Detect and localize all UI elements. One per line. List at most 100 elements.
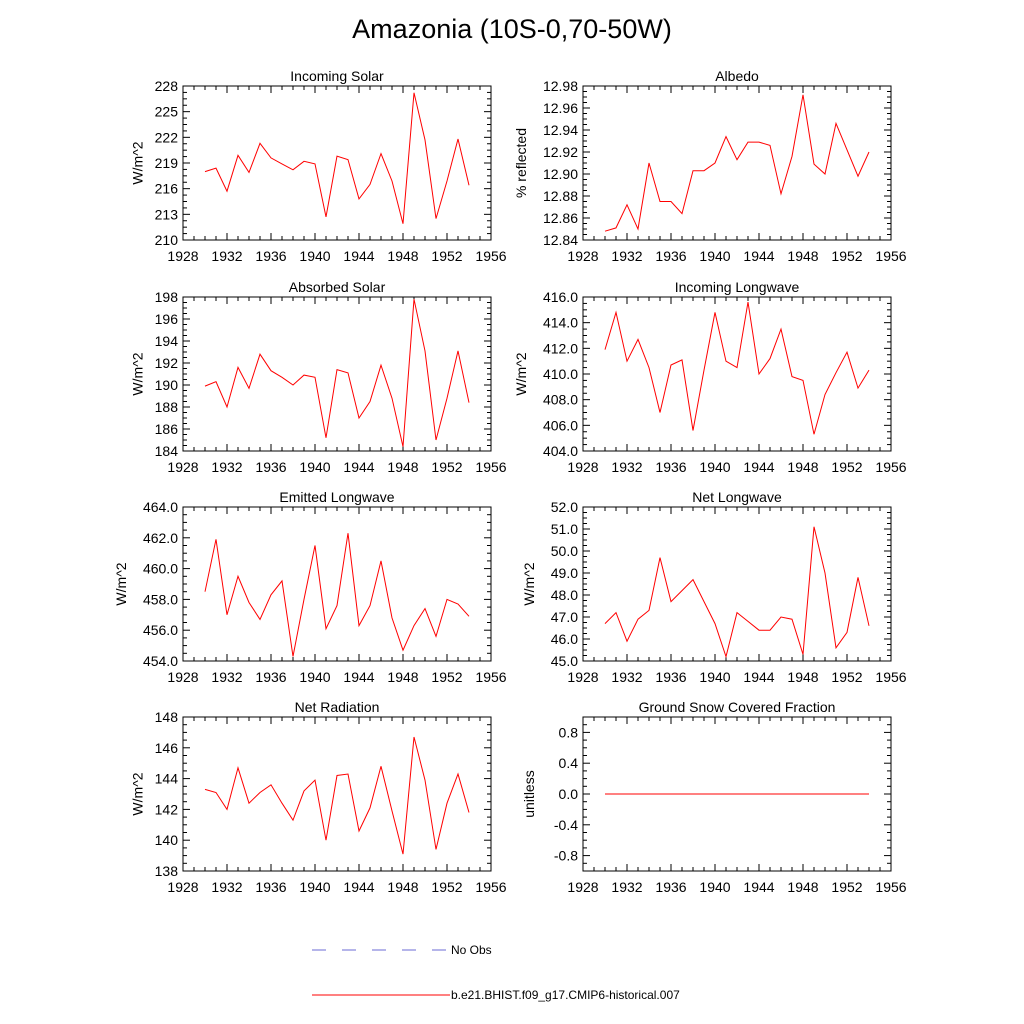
y-tick-label: 148 xyxy=(155,709,179,725)
y-tick-label: 406.0 xyxy=(543,417,578,433)
x-tick-label: 1928 xyxy=(567,879,598,895)
y-tick-label: 47.0 xyxy=(551,609,578,625)
y-tick-label: 186 xyxy=(155,421,179,437)
chart-panel: Incoming Solar 1928 1932 1936 1940 1944 1948 19… xyxy=(129,68,506,264)
x-tick-label: 1936 xyxy=(655,459,686,475)
x-tick-label: 1956 xyxy=(475,248,506,264)
y-tick-label: 460.0 xyxy=(143,561,178,577)
y-tick-label: 140 xyxy=(155,832,179,848)
y-tick-label: 12.84 xyxy=(543,232,578,248)
x-tick-label: 1928 xyxy=(567,459,598,475)
plot-frame xyxy=(182,506,492,662)
x-tick-label: 1928 xyxy=(167,669,198,685)
y-axis-label: W/m^2 xyxy=(113,562,129,605)
y-tick-label: 51.0 xyxy=(551,521,578,537)
series-line xyxy=(204,736,470,855)
chart-panel: Net Longwave 1928 1932 1936 1940 1944 1948 1952… xyxy=(521,489,907,685)
x-tick-label: 1932 xyxy=(611,879,642,895)
series-line xyxy=(604,526,870,659)
y-axis-label: % reflected xyxy=(513,128,529,198)
y-tick-label: 408.0 xyxy=(543,392,578,408)
y-axis-label: W/m^2 xyxy=(513,352,529,395)
x-tick-label: 1952 xyxy=(431,459,462,475)
x-tick-label: 1948 xyxy=(787,248,818,264)
plot-frame xyxy=(182,85,492,241)
x-tick-label: 1940 xyxy=(299,248,330,264)
x-tick-label: 1928 xyxy=(167,459,198,475)
y-tick-label: 12.94 xyxy=(543,122,578,138)
x-tick-label: 1956 xyxy=(475,459,506,475)
legend-obs-label: No Obs xyxy=(451,943,492,957)
x-tick-label: 1932 xyxy=(611,459,642,475)
x-tick-label: 1948 xyxy=(387,459,418,475)
y-tick-label: 464.0 xyxy=(143,499,178,515)
y-axis-label: unitless xyxy=(521,770,537,817)
x-tick-label: 1944 xyxy=(343,459,374,475)
y-tick-label: 216 xyxy=(155,181,179,197)
y-tick-label: 456.0 xyxy=(143,622,178,638)
chart-panel: Albedo 1928 1932 1936 1940 1944 1948 1952 1956 12… xyxy=(513,68,907,264)
y-tick-label: 0.0 xyxy=(559,786,579,802)
y-tick-label: 414.0 xyxy=(543,315,578,331)
y-tick-label: 188 xyxy=(155,399,179,415)
y-tick-label: 228 xyxy=(155,78,179,94)
y-tick-label: 146 xyxy=(155,740,179,756)
y-tick-label: 192 xyxy=(155,355,179,371)
y-tick-label: 222 xyxy=(155,129,179,145)
x-tick-label: 1928 xyxy=(567,248,598,264)
panel-title: Ground Snow Covered Fraction xyxy=(639,699,836,715)
x-tick-label: 1956 xyxy=(875,879,906,895)
x-tick-label: 1932 xyxy=(211,248,242,264)
y-tick-label: 184 xyxy=(155,443,179,459)
y-tick-label: 196 xyxy=(155,311,179,327)
chart-panel: Emitted Longwave 1928 1932 1936 1940 1944 1948… xyxy=(113,489,507,685)
y-tick-label: -0.8 xyxy=(554,848,578,864)
x-tick-label: 1948 xyxy=(787,669,818,685)
y-tick-label: 462.0 xyxy=(143,530,178,546)
y-tick-label: 458.0 xyxy=(143,591,178,607)
y-tick-label: 404.0 xyxy=(543,443,578,459)
y-tick-label: 0.8 xyxy=(559,724,579,740)
x-tick-label: 1944 xyxy=(743,879,774,895)
x-tick-label: 1928 xyxy=(167,879,198,895)
chart-panel: Incoming Longwave 1928 1932 1936 1940 1944 194… xyxy=(513,279,907,475)
x-tick-label: 1944 xyxy=(343,879,374,895)
x-tick-label: 1932 xyxy=(211,459,242,475)
series-line xyxy=(204,533,470,657)
y-tick-label: 454.0 xyxy=(143,653,178,669)
x-tick-label: 1956 xyxy=(475,669,506,685)
y-tick-label: 49.0 xyxy=(551,565,578,581)
x-tick-label: 1932 xyxy=(211,669,242,685)
x-tick-label: 1940 xyxy=(699,669,730,685)
chart-panel: Ground Snow Covered Fraction 1928 1932 1936… xyxy=(521,699,907,895)
x-tick-label: 1944 xyxy=(343,669,374,685)
panel-title: Absorbed Solar xyxy=(289,279,386,295)
y-tick-label: 194 xyxy=(155,333,179,349)
x-tick-label: 1956 xyxy=(875,669,906,685)
y-tick-label: 52.0 xyxy=(551,499,578,515)
plot-frame xyxy=(582,296,892,452)
y-tick-label: -0.4 xyxy=(554,817,578,833)
x-tick-label: 1936 xyxy=(255,879,286,895)
y-tick-label: 144 xyxy=(155,771,179,787)
x-tick-label: 1952 xyxy=(831,879,862,895)
x-tick-label: 1940 xyxy=(299,459,330,475)
x-tick-label: 1940 xyxy=(299,879,330,895)
chart-panel: Net Radiation 1928 1932 1936 1940 1944 1948 195… xyxy=(129,699,506,895)
y-axis-label: W/m^2 xyxy=(521,562,537,605)
y-axis-label: W/m^2 xyxy=(129,352,145,395)
x-tick-label: 1940 xyxy=(299,669,330,685)
x-tick-label: 1928 xyxy=(567,669,598,685)
x-tick-label: 1952 xyxy=(831,669,862,685)
x-tick-label: 1944 xyxy=(743,459,774,475)
plot-frame xyxy=(182,296,492,452)
chart-panel: Absorbed Solar 1928 1932 1936 1940 1944 1948 19… xyxy=(129,279,506,475)
y-tick-label: 12.86 xyxy=(543,210,578,226)
series-line xyxy=(204,299,470,447)
panels-group: Incoming Solar 1928 1932 1936 1940 1944 1948 19… xyxy=(113,68,907,895)
y-tick-label: 416.0 xyxy=(543,289,578,305)
x-tick-label: 1956 xyxy=(875,248,906,264)
y-tick-label: 48.0 xyxy=(551,587,578,603)
x-tick-label: 1932 xyxy=(611,248,642,264)
